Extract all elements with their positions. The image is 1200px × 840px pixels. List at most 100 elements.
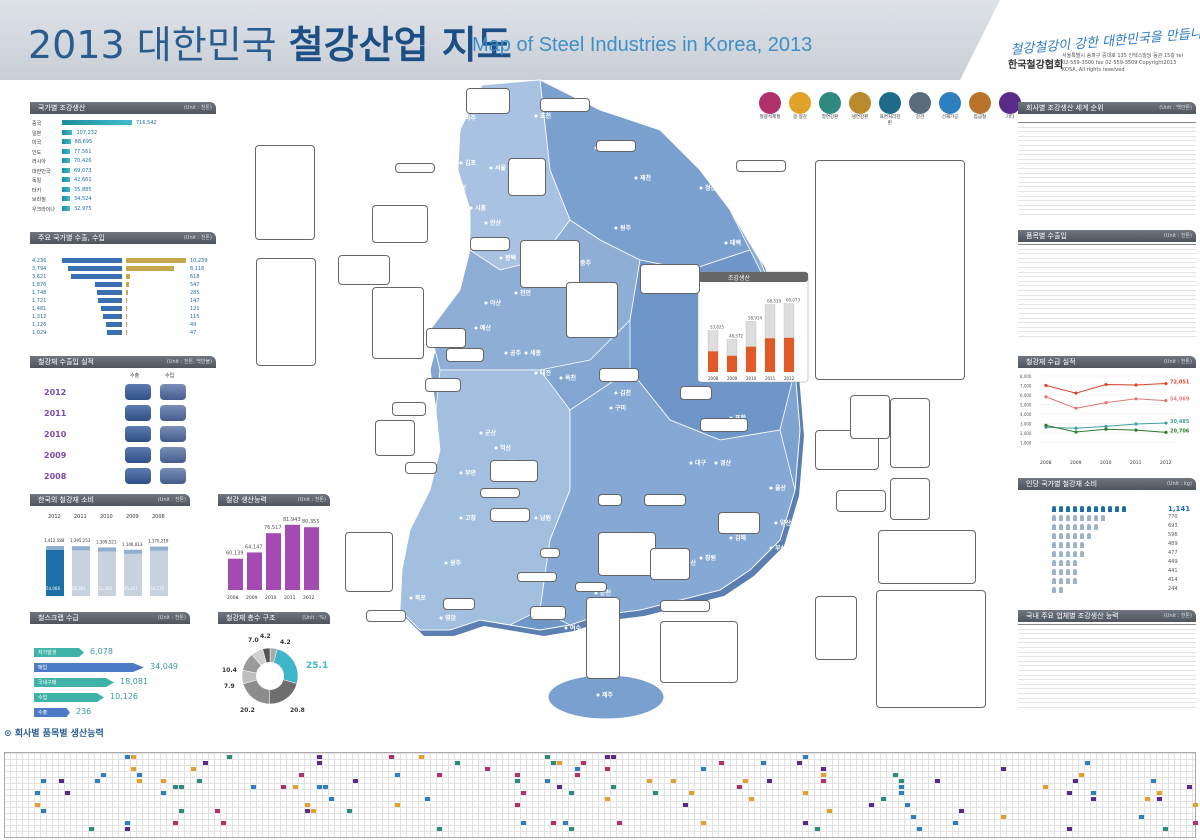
table-row <box>1018 250 1196 255</box>
country-production-bars: 중국 716,542 일본 107,232 미국 88,695 인도 77,561 러시아 70,… <box>30 114 216 218</box>
city-dot <box>559 376 563 380</box>
city-label: 군산 <box>485 429 497 437</box>
city-dot <box>514 291 518 295</box>
company-box <box>372 205 428 243</box>
company-box <box>836 490 886 512</box>
series-point <box>1104 424 1108 428</box>
city-dot <box>534 114 538 118</box>
country-label: 우크라이나 <box>32 206 56 213</box>
import-cylinder <box>160 426 186 442</box>
table-row <box>1018 187 1196 192</box>
person-icon <box>1052 578 1056 584</box>
series-point <box>1044 395 1048 399</box>
person-icon <box>1087 515 1091 521</box>
grid-mark <box>437 827 442 831</box>
city-label: 제천 <box>640 174 652 182</box>
steel-trade-rows: 수출 수입 2012 2011 2010 2009 2008 <box>30 368 216 484</box>
grid-mark <box>173 821 178 825</box>
company-box <box>736 160 786 172</box>
city-label: 창원 <box>705 554 716 562</box>
person-icon <box>1080 515 1084 521</box>
grid-mark <box>1151 779 1156 783</box>
city-label: 동해 <box>760 224 771 232</box>
category-icon-item: 선재가공 <box>938 92 962 126</box>
year-label: 2008 <box>152 514 165 520</box>
city-label: 제주 <box>602 691 614 699</box>
person-icon <box>1059 533 1063 539</box>
person-icon <box>1080 551 1084 557</box>
domestic-capacity-panel: 국내 주요 업체별 조강생산 능력 (Unit : 천톤) <box>1018 610 1196 722</box>
person-icon <box>1115 506 1119 512</box>
grid-mark <box>179 809 184 813</box>
city-dot <box>774 521 778 525</box>
city-dot <box>699 186 703 190</box>
grid-mark <box>293 785 298 789</box>
panel-header: 국내 주요 업체별 조강생산 능력 (Unit : 천톤) <box>1018 610 1196 622</box>
city-dot <box>764 261 768 265</box>
grid-mark <box>617 821 622 825</box>
panel-header: 회사별 조강생산 세계 순위 (Unit : 백만톤) <box>1018 102 1196 114</box>
year-label: 2010 <box>44 430 67 439</box>
person-icon <box>1059 587 1063 593</box>
city-dot <box>469 206 473 210</box>
person-icon <box>1059 569 1063 575</box>
import-cylinder <box>160 447 186 463</box>
city-label: 울산 <box>775 484 787 492</box>
grid-mark <box>653 791 658 795</box>
table-row <box>1018 164 1196 169</box>
series-point <box>1104 401 1108 405</box>
donut-value: 4.2 <box>260 633 271 640</box>
person-icon <box>1094 515 1098 521</box>
company-box <box>660 621 738 683</box>
city-dot <box>449 186 453 190</box>
capacity-value: 76,517 <box>264 525 282 531</box>
company-box <box>366 610 406 622</box>
person-icon <box>1052 569 1056 575</box>
import-cylinder <box>160 468 186 484</box>
grid-mark <box>611 785 616 789</box>
category-label: 냉연강판 <box>851 115 869 120</box>
grid-mark <box>95 779 100 783</box>
grid-mark <box>227 755 232 759</box>
person-icon <box>1059 506 1063 512</box>
grid-mark <box>575 767 580 771</box>
grid-mark <box>65 791 70 795</box>
consumption-bar <box>46 546 64 596</box>
table-row <box>1018 328 1196 333</box>
y-tick: 4,000 <box>1020 412 1032 417</box>
grid-mark <box>1187 785 1192 789</box>
country-label: 터키 <box>32 187 42 194</box>
person-icon <box>1073 524 1077 530</box>
company-box <box>540 98 590 112</box>
table-row <box>1018 625 1196 630</box>
city-dot <box>769 546 773 550</box>
export-bar <box>107 330 122 335</box>
grid-mark <box>179 785 184 789</box>
country-label: 러시아 <box>32 159 46 165</box>
export-bar <box>97 298 122 303</box>
world-rank-panel: 회사별 조강생산 세계 순위 (Unit : 백만톤) <box>1018 102 1196 222</box>
series-point <box>1134 428 1138 432</box>
export-value: 1,481 <box>32 306 47 312</box>
city-dot <box>494 446 498 450</box>
x-tick: 2011 <box>1130 460 1142 466</box>
domestic-capacity-table <box>1018 624 1196 708</box>
city-dot <box>484 221 488 225</box>
table-row <box>1018 137 1196 142</box>
city-dot <box>596 693 600 697</box>
capacity-bar <box>304 527 319 590</box>
table-row <box>1018 123 1196 128</box>
table-row <box>1018 296 1196 301</box>
year-label: 2012 <box>44 388 67 397</box>
capacity-value: 60,139 <box>226 551 244 557</box>
company-box <box>566 282 618 338</box>
category-icon-item: 합금철 <box>968 92 992 126</box>
person-icon <box>1080 524 1084 530</box>
city-label: 정선 <box>705 184 716 192</box>
person-icon <box>1122 506 1126 512</box>
import-bar <box>126 282 130 287</box>
city-dot <box>689 461 693 465</box>
grid-mark <box>317 755 322 759</box>
city-label: 서산 <box>420 269 432 277</box>
scrap-arrow <box>34 693 104 702</box>
